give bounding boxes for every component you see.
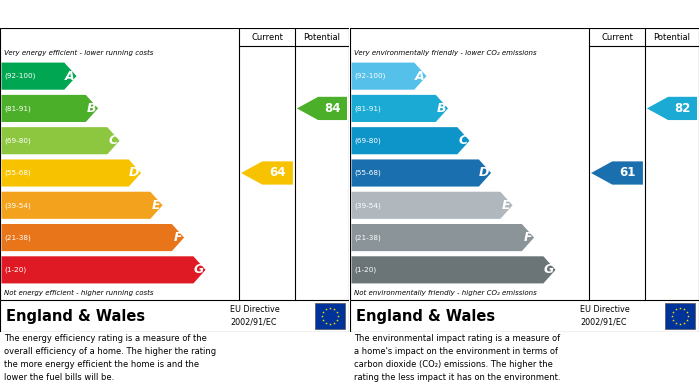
Text: B: B <box>437 102 446 115</box>
Text: England & Wales: England & Wales <box>6 308 145 323</box>
Text: C: C <box>108 134 118 147</box>
Text: G: G <box>543 264 554 276</box>
Polygon shape <box>351 224 534 251</box>
Text: 61: 61 <box>620 167 636 179</box>
Polygon shape <box>591 161 643 185</box>
Text: EU Directive
2002/91/EC: EU Directive 2002/91/EC <box>580 305 630 327</box>
Text: (21-38): (21-38) <box>354 234 382 241</box>
Polygon shape <box>241 161 293 185</box>
Text: The environmental impact rating is a measure of
a home's impact on the environme: The environmental impact rating is a mea… <box>354 334 561 382</box>
Polygon shape <box>1 160 141 187</box>
Text: A: A <box>415 70 424 83</box>
Polygon shape <box>1 95 98 122</box>
Text: Very environmentally friendly - lower CO₂ emissions: Very environmentally friendly - lower CO… <box>354 50 537 56</box>
Text: (92-100): (92-100) <box>4 73 36 79</box>
Text: Current: Current <box>251 32 283 41</box>
Text: (1-20): (1-20) <box>354 267 377 273</box>
Text: Not environmentally friendly - higher CO₂ emissions: Not environmentally friendly - higher CO… <box>354 290 537 296</box>
Text: (92-100): (92-100) <box>354 73 386 79</box>
Text: England & Wales: England & Wales <box>356 308 495 323</box>
Polygon shape <box>351 127 470 154</box>
Text: F: F <box>524 231 532 244</box>
Text: C: C <box>458 134 468 147</box>
Text: (81-91): (81-91) <box>4 105 32 112</box>
Text: EU Directive
2002/91/EC: EU Directive 2002/91/EC <box>230 305 280 327</box>
Text: Not energy efficient - higher running costs: Not energy efficient - higher running co… <box>4 290 153 296</box>
Polygon shape <box>1 224 184 251</box>
Polygon shape <box>1 63 76 90</box>
Text: (81-91): (81-91) <box>354 105 382 112</box>
Text: F: F <box>174 231 182 244</box>
Text: 82: 82 <box>674 102 691 115</box>
Text: (55-68): (55-68) <box>354 170 382 176</box>
Polygon shape <box>351 160 491 187</box>
Text: Current: Current <box>601 32 633 41</box>
Polygon shape <box>1 192 162 219</box>
Text: D: D <box>479 167 489 179</box>
Text: Environmental Impact (CO₂) Rating: Environmental Impact (CO₂) Rating <box>358 7 591 20</box>
Text: B: B <box>87 102 96 115</box>
Text: (69-80): (69-80) <box>4 138 32 144</box>
Text: 84: 84 <box>324 102 341 115</box>
Polygon shape <box>1 127 120 154</box>
Text: (1-20): (1-20) <box>4 267 27 273</box>
Text: A: A <box>65 70 74 83</box>
Polygon shape <box>297 97 347 120</box>
Text: E: E <box>152 199 160 212</box>
Text: (39-54): (39-54) <box>354 202 382 208</box>
Text: 64: 64 <box>270 167 286 179</box>
Bar <box>315 303 345 329</box>
Text: (69-80): (69-80) <box>354 138 382 144</box>
Bar <box>665 303 695 329</box>
Text: D: D <box>129 167 139 179</box>
Text: (55-68): (55-68) <box>4 170 32 176</box>
Text: (21-38): (21-38) <box>4 234 32 241</box>
Polygon shape <box>351 256 556 283</box>
Polygon shape <box>351 192 512 219</box>
Text: Very energy efficient - lower running costs: Very energy efficient - lower running co… <box>4 50 153 56</box>
Polygon shape <box>351 63 426 90</box>
Polygon shape <box>647 97 697 120</box>
Text: Energy Efficiency Rating: Energy Efficiency Rating <box>8 7 171 20</box>
Text: Potential: Potential <box>654 32 690 41</box>
Polygon shape <box>1 256 206 283</box>
Polygon shape <box>351 95 448 122</box>
Text: E: E <box>502 199 510 212</box>
Text: Potential: Potential <box>304 32 340 41</box>
Text: (39-54): (39-54) <box>4 202 32 208</box>
Text: The energy efficiency rating is a measure of the
overall efficiency of a home. T: The energy efficiency rating is a measur… <box>4 334 216 382</box>
Text: G: G <box>193 264 204 276</box>
